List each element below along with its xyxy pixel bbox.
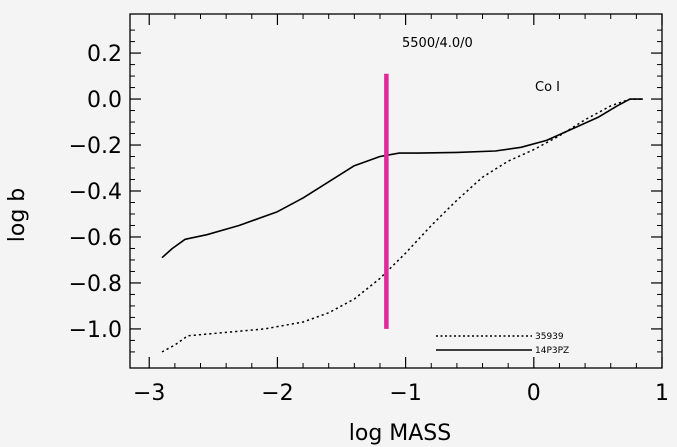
y-tick-label: 0.2: [87, 42, 122, 67]
y-tick-label: −1.0: [69, 318, 122, 343]
x-tick-label: 0: [527, 381, 541, 406]
x-axis-label: log MASS: [349, 421, 452, 446]
plot-area: −3 −2 −1 0 1 0.2 0.0 −0.2 −0.4 −0.6 −0.8 −1.0 35939 1…: [69, 13, 669, 406]
x-tick-label: −1: [389, 381, 421, 406]
y-tick-label: −0.2: [69, 134, 122, 159]
y-tick-label: −0.8: [69, 272, 122, 297]
model-annotation: 5500/4.0/0: [402, 36, 473, 51]
series-line-14P3PZ: [161, 98, 643, 259]
y-axis-label: log b: [5, 188, 30, 243]
y-tick-label: 0.0: [87, 88, 122, 113]
element-annotation: Co I: [535, 80, 560, 95]
legend-label-14P3PZ: 14P3PZ: [535, 346, 569, 356]
y-tick-label: −0.6: [69, 226, 122, 251]
x-tick-label: −3: [133, 381, 165, 406]
x-tick-label: 1: [655, 381, 669, 406]
legend-label-35939: 35939: [535, 332, 564, 342]
y-tick-label: −0.4: [69, 180, 122, 205]
x-tick-label: −2: [261, 381, 293, 406]
